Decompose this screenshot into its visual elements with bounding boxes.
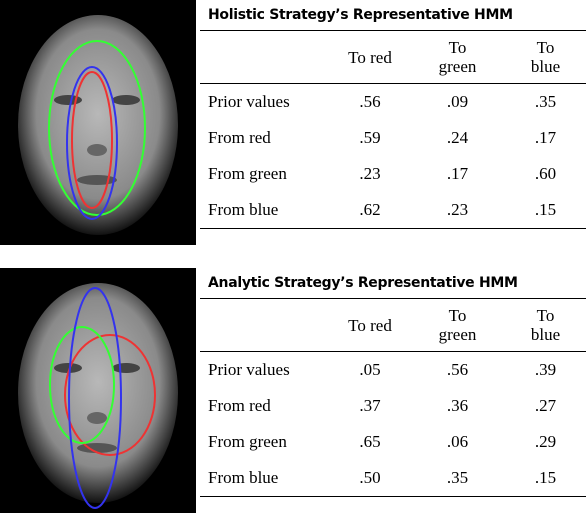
table-row: From green.23.17.60 xyxy=(200,156,586,192)
row-label: From green xyxy=(200,156,330,192)
probability-cell: .06 xyxy=(410,424,505,460)
probability-cell: .15 xyxy=(505,192,586,229)
row-label: Prior values xyxy=(200,84,330,121)
face-image xyxy=(0,0,196,245)
probability-cell: .17 xyxy=(410,156,505,192)
table-row: Prior values.05.56.39 xyxy=(200,352,586,389)
probability-cell: .05 xyxy=(330,352,410,389)
row-label: From blue xyxy=(200,460,330,497)
row-label: From red xyxy=(200,388,330,424)
probability-cell: .56 xyxy=(330,84,410,121)
probability-cell: .35 xyxy=(505,84,586,121)
column-header: To blue xyxy=(505,299,586,352)
column-header: To green xyxy=(410,299,505,352)
probability-cell: .35 xyxy=(410,460,505,497)
probability-cell: .23 xyxy=(330,156,410,192)
column-header: To red xyxy=(330,299,410,352)
probability-cell: .39 xyxy=(505,352,586,389)
probability-cell: .65 xyxy=(330,424,410,460)
column-header: To red xyxy=(330,31,410,84)
header-cell xyxy=(200,31,330,84)
probability-cell: .09 xyxy=(410,84,505,121)
column-header: To green xyxy=(410,31,505,84)
table-row: Prior values.56.09.35 xyxy=(200,84,586,121)
probability-cell: .60 xyxy=(505,156,586,192)
panel-title: Analytic Strategy’s Representative HMM xyxy=(200,268,586,299)
probability-cell: .17 xyxy=(505,120,586,156)
table-row: From blue.62.23.15 xyxy=(200,192,586,229)
probability-cell: .50 xyxy=(330,460,410,497)
table-row: From red.37.36.27 xyxy=(200,388,586,424)
row-label: Prior values xyxy=(200,352,330,389)
column-header: To blue xyxy=(505,31,586,84)
panel-title: Holistic Strategy’s Representative HMM xyxy=(200,0,586,31)
probability-cell: .15 xyxy=(505,460,586,497)
row-label: From green xyxy=(200,424,330,460)
probability-cell: .56 xyxy=(410,352,505,389)
probability-cell: .29 xyxy=(505,424,586,460)
probability-cell: .24 xyxy=(410,120,505,156)
table-row: From green.65.06.29 xyxy=(200,424,586,460)
face-image xyxy=(0,268,196,513)
probability-cell: .37 xyxy=(330,388,410,424)
table-row: From blue.50.35.15 xyxy=(200,460,586,497)
header-cell xyxy=(200,299,330,352)
figure: Holistic Strategy’s Representative HMMTo… xyxy=(0,0,586,513)
probability-cell: .23 xyxy=(410,192,505,229)
row-label: From red xyxy=(200,120,330,156)
probability-cell: .59 xyxy=(330,120,410,156)
table-row: From red.59.24.17 xyxy=(200,120,586,156)
probability-cell: .62 xyxy=(330,192,410,229)
probability-cell: .36 xyxy=(410,388,505,424)
probability-cell: .27 xyxy=(505,388,586,424)
row-label: From blue xyxy=(200,192,330,229)
